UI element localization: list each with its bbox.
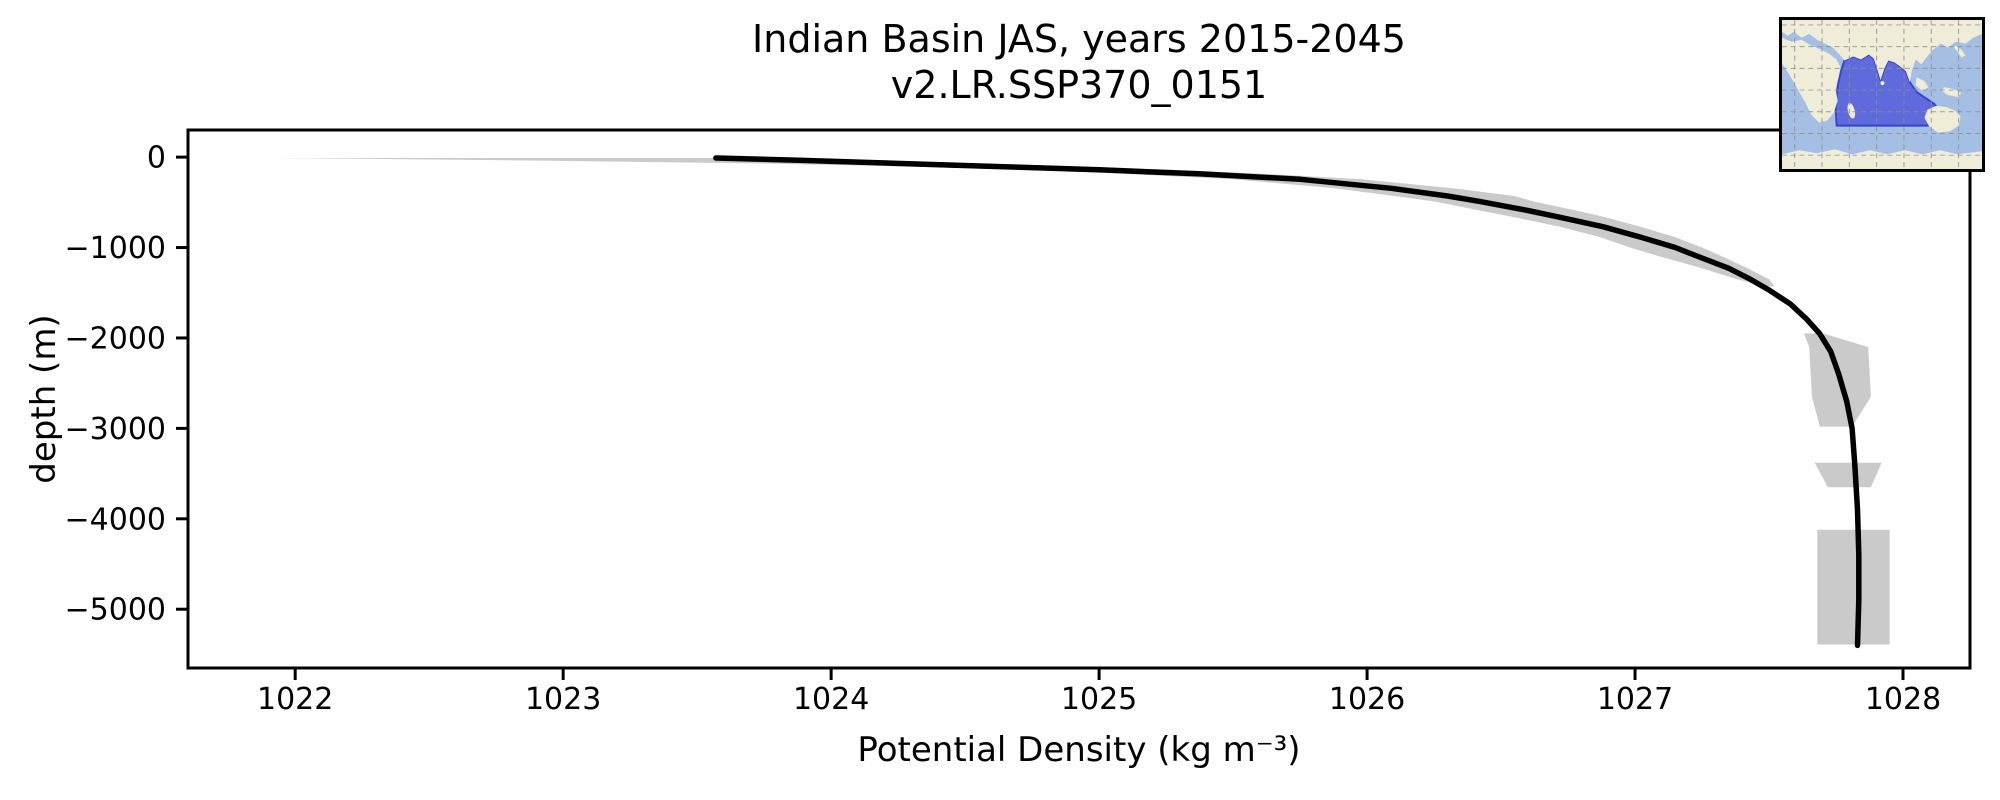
uncertainty-band [1817, 529, 1890, 645]
y-tick-label: 0 [147, 141, 166, 176]
x-tick-label: 1026 [1329, 682, 1405, 717]
map-land-australia [1924, 105, 1961, 133]
x-axis-label: Potential Density (kg m⁻³) [857, 730, 1301, 770]
x-tick-label: 1027 [1597, 682, 1673, 717]
map-land-africa [1782, 37, 1841, 123]
map-gridlines [1782, 20, 1982, 169]
y-tick-label: −3000 [65, 412, 166, 447]
y-tick-label: −2000 [65, 321, 166, 356]
y-tick-label: −1000 [65, 231, 166, 266]
map-land-newguinea [1942, 87, 1962, 97]
inset-map [1779, 17, 1985, 172]
x-tick-label: 1022 [257, 682, 333, 717]
chart-title-line2: v2.LR.SSP370_0151 [890, 63, 1268, 108]
y-tick-label: −4000 [65, 502, 166, 537]
map-land-borneo [1915, 77, 1929, 92]
uncertainty-band [1803, 333, 1871, 427]
map-land-madagascar [1847, 103, 1856, 119]
chart-title: Indian Basin JAS, years 2015-2045 v2.LR.… [188, 16, 1970, 109]
y-tick-label: −5000 [65, 593, 166, 628]
x-tick-label: 1024 [793, 682, 869, 717]
x-tick-label: 1025 [1061, 682, 1137, 717]
uncertainty-band [276, 158, 1775, 287]
uncertainty-band [1814, 462, 1882, 488]
chart-title-line1: Indian Basin JAS, years 2015-2045 [752, 17, 1406, 61]
x-tick-label: 1028 [1865, 682, 1941, 717]
x-tick-label: 1023 [525, 682, 601, 717]
plot-area-border [186, 128, 1972, 670]
map-land-antarctica [1782, 149, 1982, 169]
map-land-srilanka [1880, 81, 1885, 86]
y-axis-label: depth (m) [24, 314, 64, 484]
profile-line [713, 155, 1862, 649]
map-land-eurasia [1782, 20, 1982, 83]
map-land-japan [1953, 45, 1966, 58]
